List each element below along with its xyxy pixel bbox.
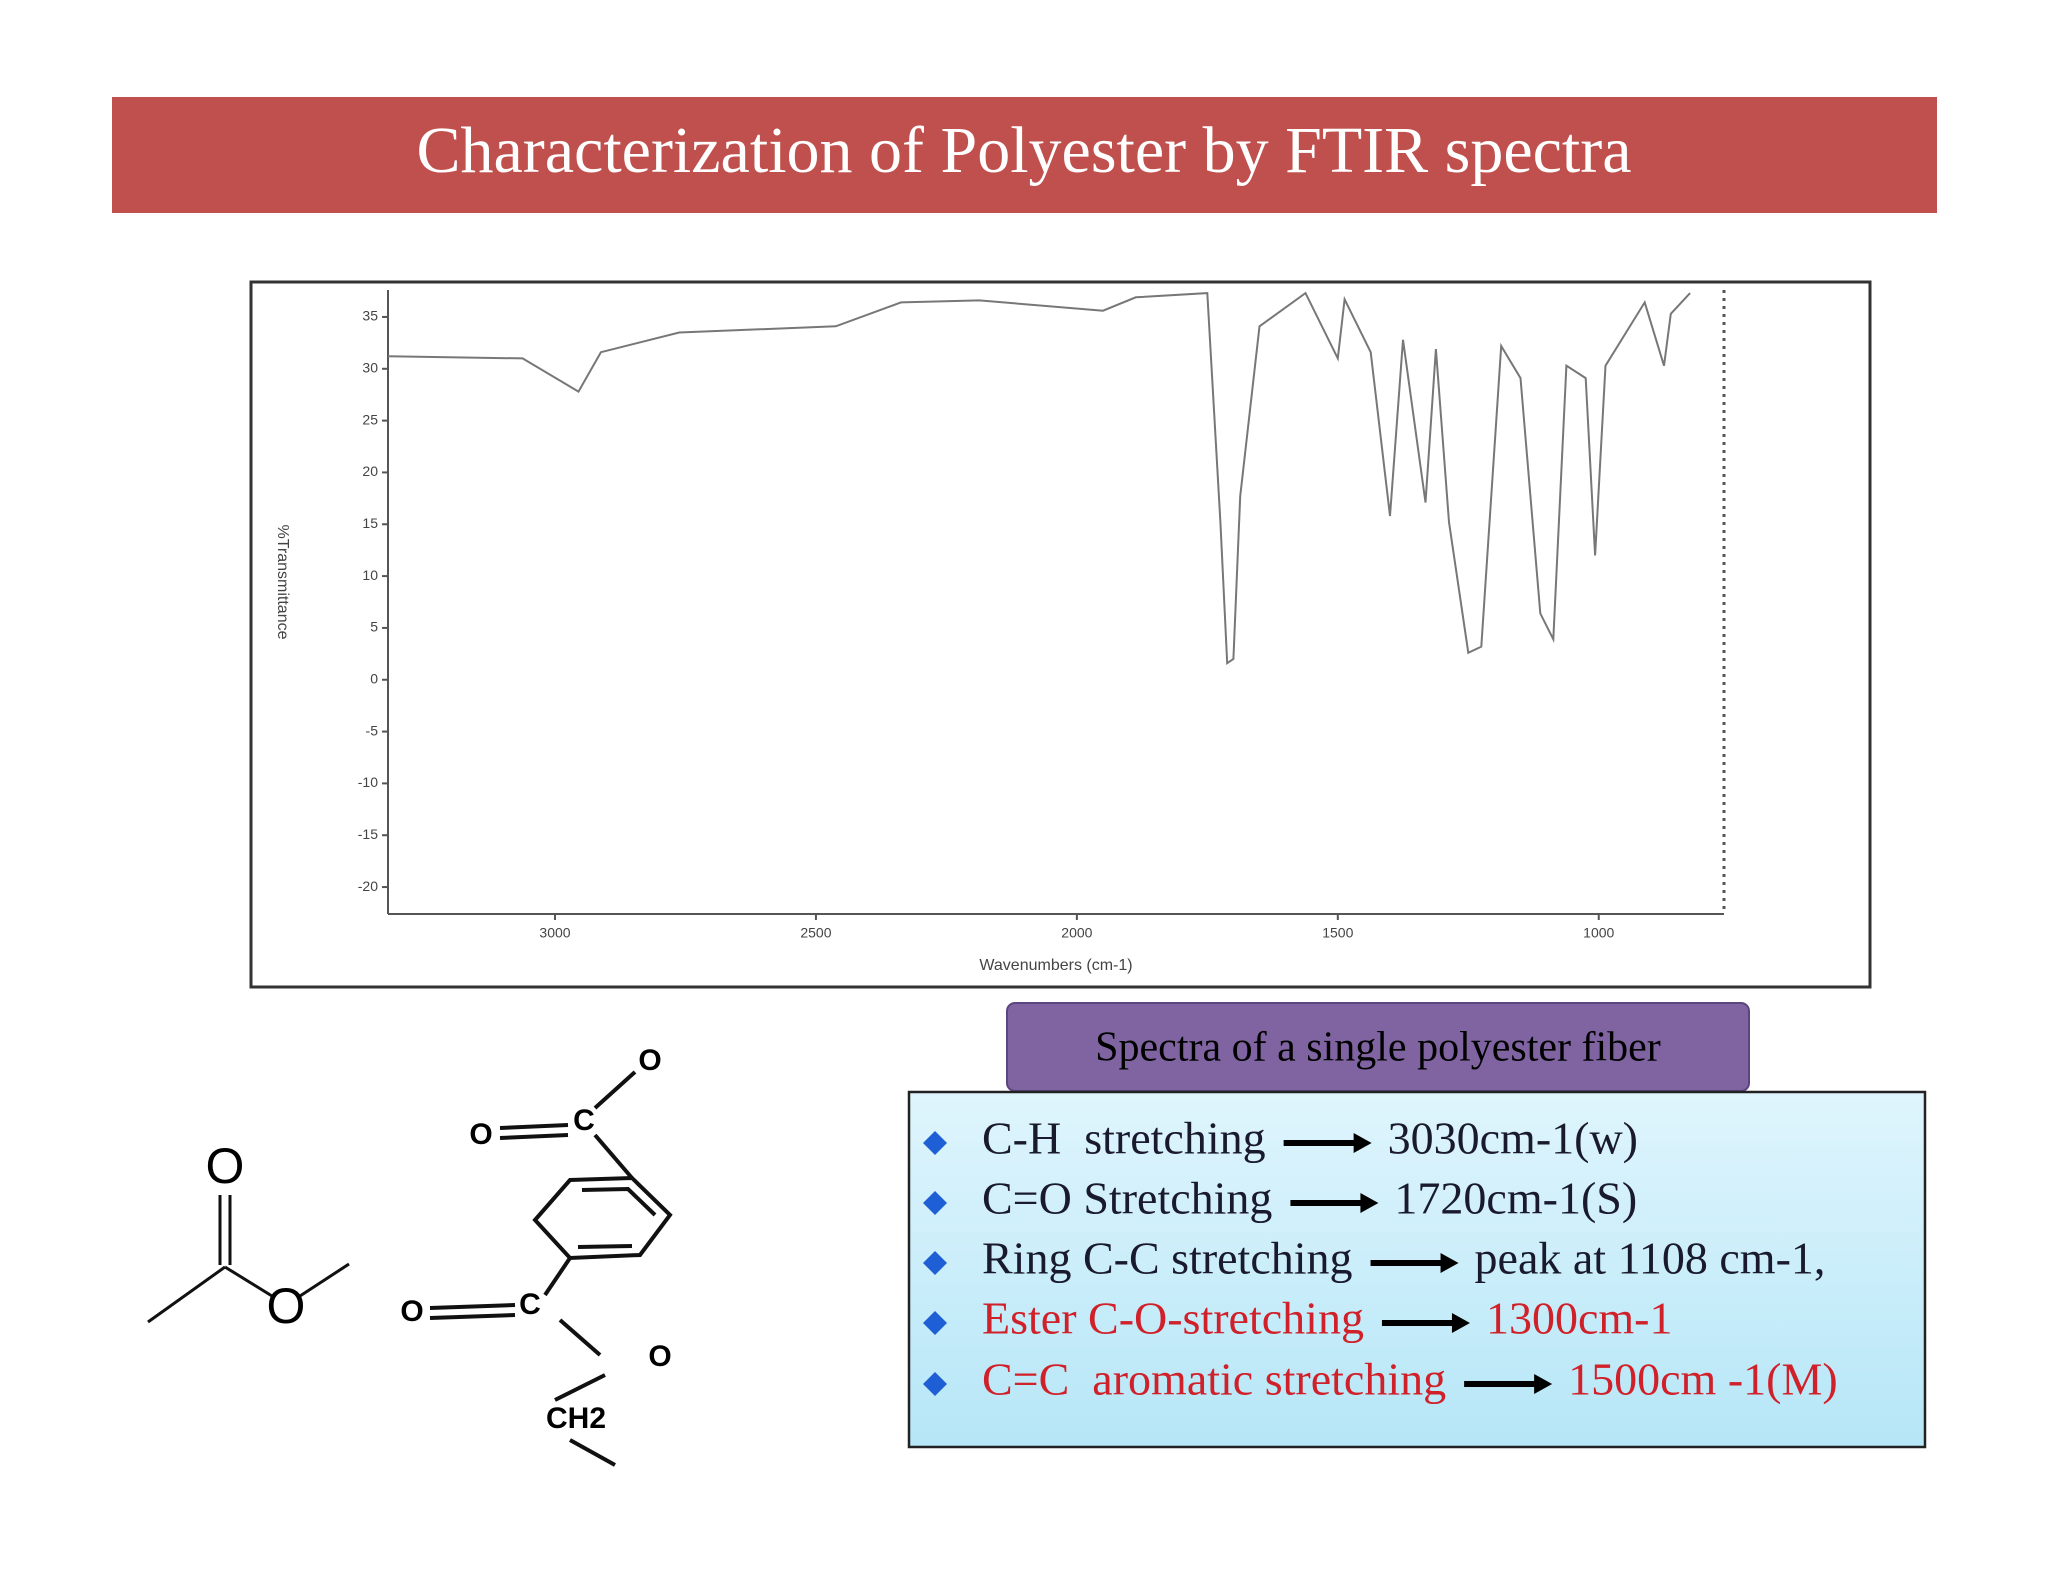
- arrow: [1464, 1374, 1553, 1394]
- bullet-list: C-H stretching 3030cm-1(w) C=O Stretching 1…: [923, 1113, 1838, 1405]
- y-tick-label: -20: [358, 878, 378, 894]
- x-tick-label: 1500: [1322, 925, 1353, 941]
- x-axis-label: Wavenumbers (cm-1): [979, 957, 1132, 974]
- polymer-structure: [429, 1070, 673, 1467]
- bullet-value: 3030cm-1(w): [1388, 1113, 1638, 1164]
- y-tick-label: 30: [362, 359, 378, 375]
- bullet-value: 1500cm -1(M): [1568, 1354, 1838, 1405]
- y-tick-label: 5: [370, 619, 378, 635]
- bullet-diamond: [923, 1372, 947, 1396]
- y-tick-label: 25: [362, 411, 378, 427]
- atom-label: O: [648, 1340, 671, 1373]
- y-axis-label: %Transmittance: [274, 525, 291, 640]
- bullet-label: Ring C-C stretching: [982, 1233, 1353, 1284]
- x-tick-label: 3000: [539, 925, 570, 941]
- atom-label: O: [206, 1138, 245, 1194]
- bullet-value: 1300cm-1: [1486, 1293, 1673, 1344]
- atom-label: O: [638, 1044, 661, 1077]
- bullet-label: C-H stretching: [982, 1113, 1266, 1164]
- arrow: [1381, 1313, 1470, 1333]
- atom-label: O: [400, 1295, 423, 1328]
- ester-structure: [147, 1195, 350, 1324]
- chart: 35 30 25 20 15 10 5 0 -5 -10 -15 -20 3000 2500 2000 150…: [274, 290, 1726, 974]
- spectrum-line: [387, 291, 1691, 666]
- bullet-label: Ester C-O-stretching: [982, 1293, 1364, 1344]
- y-tick-label: 15: [362, 515, 378, 531]
- chart-frame: [249, 280, 1872, 989]
- x-tick-label: 2000: [1061, 925, 1092, 941]
- bullet-diamond: [923, 1131, 947, 1155]
- y-tick-label: 0: [370, 670, 378, 686]
- arrow: [1283, 1133, 1372, 1153]
- bullet-value: 1720cm-1(S): [1394, 1173, 1637, 1224]
- bullet-diamond: [923, 1311, 947, 1335]
- bullet-value: peak at 1108 cm-1,: [1475, 1233, 1826, 1284]
- atom-label: CH2: [546, 1402, 606, 1435]
- bullet-label: C=C aromatic stretching: [982, 1354, 1446, 1405]
- caption: Spectra of a single polyester fiber: [1095, 1025, 1661, 1071]
- y-tick-label: -15: [358, 826, 378, 842]
- y-tick-label: 10: [362, 567, 378, 583]
- x-tick-label: 2500: [800, 925, 831, 941]
- atom-label: O: [267, 1278, 306, 1334]
- atom-label: O: [469, 1118, 492, 1151]
- atom-label: C: [519, 1288, 541, 1321]
- atom-label: C: [573, 1104, 595, 1137]
- y-tick-label: -10: [358, 774, 378, 790]
- bullet-diamond: [923, 1191, 947, 1215]
- bullet-diamond: [923, 1251, 947, 1275]
- y-tick-label: 35: [362, 308, 378, 324]
- arrow: [1370, 1253, 1459, 1273]
- bullet-box: [907, 1090, 1927, 1449]
- y-tick-label: 20: [362, 463, 378, 479]
- y-tick-label: -5: [366, 722, 379, 738]
- arrow: [1290, 1193, 1379, 1213]
- bullet-label: C=O Stretching: [982, 1173, 1272, 1224]
- title-bar: [112, 97, 1937, 213]
- x-tick-label: 1000: [1583, 925, 1614, 941]
- slide-title: Characterization of Polyester by FTIR sp…: [416, 114, 1631, 187]
